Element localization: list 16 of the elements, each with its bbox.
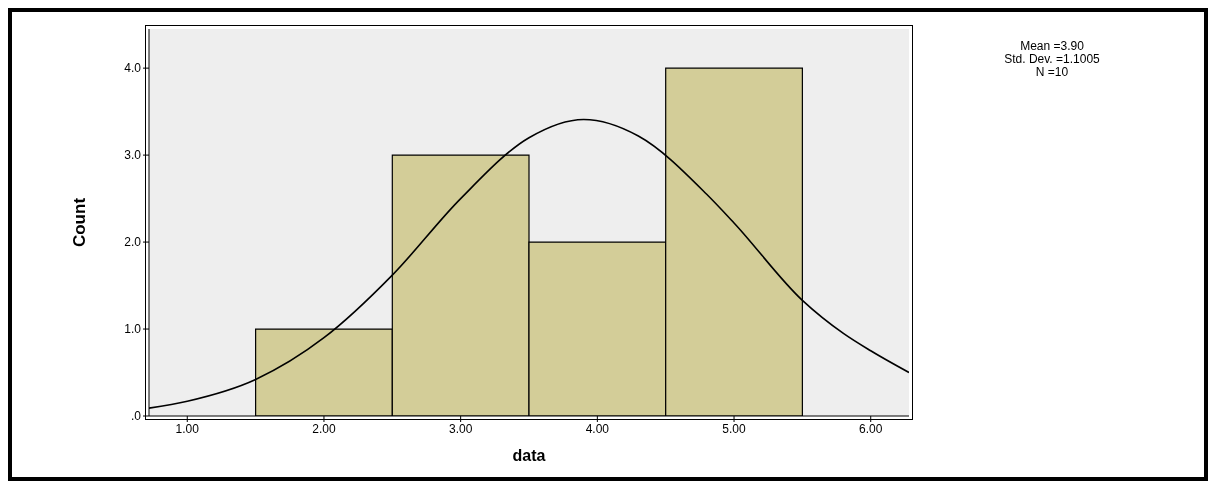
text: N =10 [1034, 65, 1070, 79]
y-tick-label: .0 [130, 409, 142, 424]
x-axis-title: data [512, 447, 546, 464]
text: Std. Dev. =1.1005 [1003, 52, 1101, 66]
x-tick-label: 6.00 [859, 421, 883, 436]
x-tick-label: 2.00 [312, 421, 336, 436]
x-tick-label: 1.00 [175, 421, 200, 436]
y-tick-label: 2.0 [124, 235, 142, 250]
y-tick-label: 4.0 [124, 61, 142, 76]
x-tick-label: 5.00 [722, 421, 747, 436]
y-tick-label: 1.0 [124, 322, 142, 337]
x-tick-label: 3.00 [448, 421, 473, 436]
y-axis-title: Count [70, 197, 90, 248]
x-tick-label: 4.00 [585, 421, 610, 436]
y-tick-label: 3.0 [124, 148, 142, 163]
text: Mean =3.90 [1019, 39, 1085, 53]
